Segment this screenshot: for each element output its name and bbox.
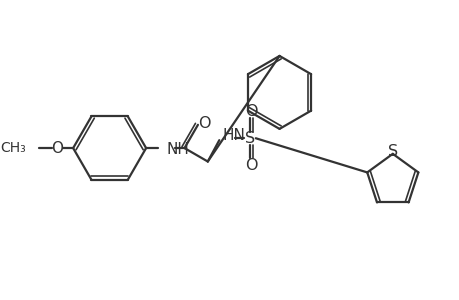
Text: NH: NH xyxy=(166,142,189,158)
Text: O: O xyxy=(244,104,257,119)
Text: S: S xyxy=(387,144,397,159)
Text: HN: HN xyxy=(222,128,245,143)
Text: CH₃: CH₃ xyxy=(0,141,26,155)
Text: O: O xyxy=(244,158,257,172)
Text: O: O xyxy=(51,141,63,156)
Text: O: O xyxy=(198,116,211,131)
Text: S: S xyxy=(245,131,255,146)
